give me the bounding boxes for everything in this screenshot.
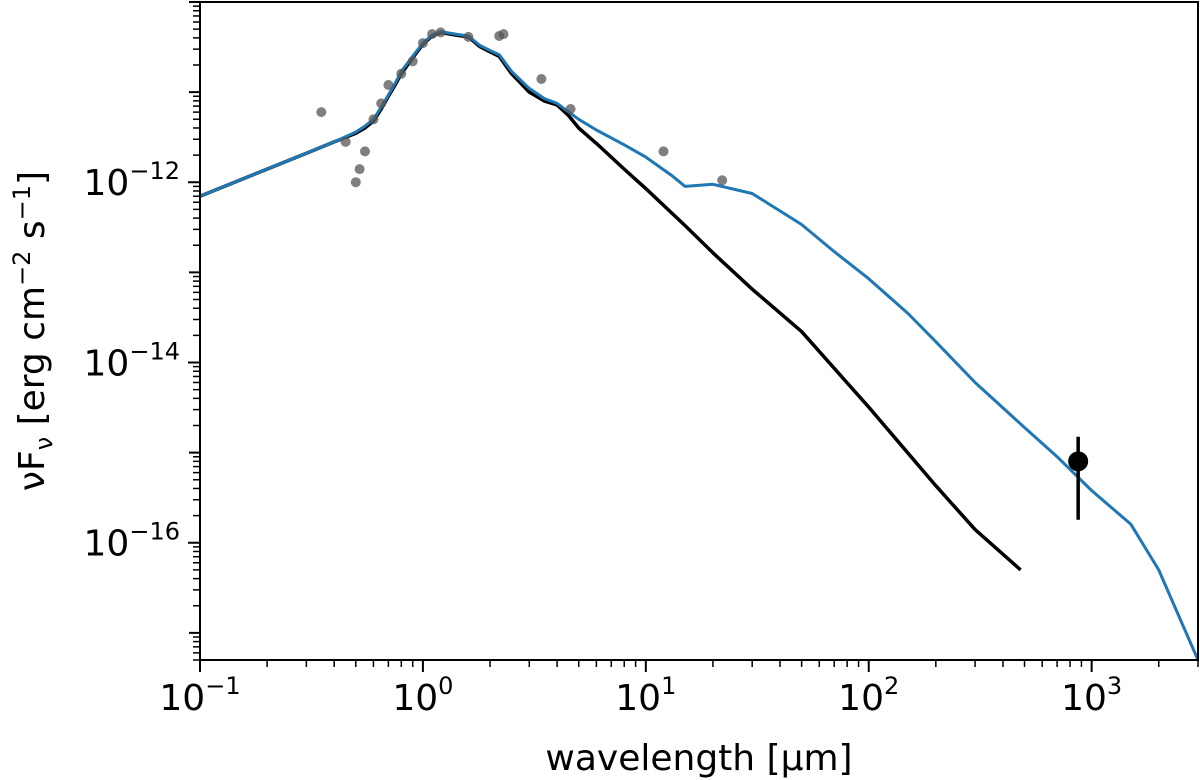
y-tick-label-base: 10 [84, 343, 130, 384]
y-tick-label-base: 10 [84, 163, 130, 204]
x-tick-label-exp: 1 [661, 672, 676, 700]
photometry-point [316, 107, 327, 118]
plot-background [200, 2, 1198, 660]
y-axis-title-unit-close: ] [12, 171, 53, 185]
y-tick-label: 10−14 [84, 337, 180, 384]
y-tick-label: 10−16 [84, 518, 180, 565]
photometry-point [340, 136, 351, 147]
y-tick-label-exp: −14 [129, 337, 180, 365]
photometry-point [350, 177, 361, 188]
x-tick-label-exp: 0 [438, 672, 453, 700]
x-tick-label-base: 10 [838, 678, 884, 719]
photometry-point [368, 114, 379, 125]
photometry-point [498, 29, 509, 40]
photometry-point [463, 31, 474, 42]
x-tick-label: 10−1 [159, 672, 240, 719]
photometry-point [565, 104, 576, 114]
errorbar-marker [1068, 451, 1089, 472]
y-axis-title-sup2: −1 [8, 185, 36, 220]
photometry-point [376, 98, 387, 109]
photometry-point [717, 175, 728, 186]
y-axis-title-unit-mid: s [12, 220, 53, 250]
x-tick-label: 101 [615, 672, 676, 719]
y-tick-label-exp: −16 [129, 518, 180, 546]
submm-errorbar [1068, 436, 1089, 520]
y-tick-label: 10−12 [84, 157, 180, 204]
photometry-point [383, 80, 394, 90]
photometry-point [354, 164, 365, 175]
y-axis-title-prefix: νF [12, 450, 53, 491]
photometry-point [407, 56, 418, 67]
photometry-point [658, 146, 669, 157]
y-tick-label-exp: −12 [129, 157, 180, 185]
y-axis-title-sub: ν [30, 437, 58, 450]
x-tick-label: 102 [838, 672, 899, 719]
series-layer [200, 27, 1198, 660]
y-axis-title: νFν [erg cm−2 s−1] [8, 171, 58, 491]
x-major-ticks: 10−1 100 101 102 103 [159, 660, 1122, 719]
x-tick-label-exp: −1 [205, 672, 240, 700]
x-tick-label-exp: 2 [884, 672, 899, 700]
photometry-point [417, 38, 428, 49]
y-axis-title-sup1: −2 [8, 251, 36, 286]
x-axis-title: wavelength [µm] [545, 738, 852, 779]
photometry-point [360, 146, 370, 157]
y-tick-label-base: 10 [84, 524, 130, 565]
photometry-point [427, 29, 438, 40]
x-tick-label-base: 10 [159, 678, 205, 719]
y-minor-ticks [189, 1, 200, 661]
photometry-points [316, 27, 728, 188]
x-tick-label-base: 10 [1061, 678, 1107, 719]
plot-frame [199, 1, 1199, 661]
x-minor-ticks [266, 660, 1199, 667]
x-tick-label-base: 10 [615, 678, 661, 719]
y-axis-title-unit-open: [erg cm [12, 286, 53, 437]
x-tick-label-exp: 3 [1107, 672, 1122, 700]
photometry-point [536, 74, 547, 84]
photometry-point [435, 27, 446, 38]
x-tick-label-base: 10 [392, 678, 438, 719]
photometry-point [396, 68, 407, 79]
x-tick-label: 103 [1061, 672, 1122, 719]
x-tick-label: 100 [392, 672, 453, 719]
